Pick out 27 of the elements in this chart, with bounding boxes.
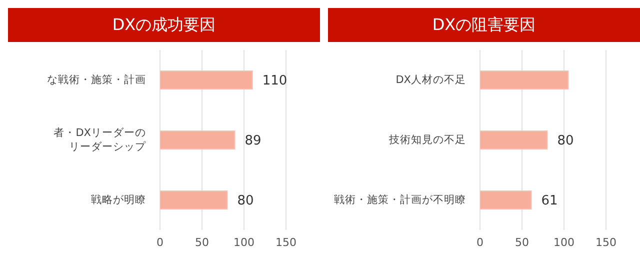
bar (480, 190, 532, 210)
data-label: 80 (237, 194, 254, 209)
bar (160, 130, 236, 150)
bar (160, 190, 228, 210)
y-tick-label: 戦略が明瞭 (91, 192, 146, 206)
bar (480, 70, 569, 90)
x-tick-label: 50 (515, 236, 529, 249)
x-tick-label: 100 (234, 236, 254, 249)
chart-title: DXの成功要因 (8, 8, 320, 42)
data-label: 110 (262, 74, 288, 89)
x-tick-label: 50 (195, 236, 209, 249)
y-tick-label: 戦術・施策・計画が不明瞭 (334, 192, 466, 206)
x-tick-label: 0 (476, 236, 484, 249)
y-tick-label: 者・DXリーダーのリーダーシップ (54, 126, 147, 153)
chart-title: DXの阻害要因 (328, 8, 640, 42)
data-label: 89 (244, 134, 262, 149)
x-tick-label: 100 (554, 236, 574, 249)
bar (480, 130, 548, 150)
x-tick-label: 150 (276, 236, 296, 249)
x-tick-label: 150 (596, 236, 616, 249)
data-label: 61 (541, 194, 558, 209)
y-tick-label: 技術知見の不足 (388, 134, 466, 146)
data-label: 80 (557, 134, 574, 149)
y-tick-label: DX人材の不足 (396, 72, 466, 86)
x-tick-label: 0 (156, 236, 164, 249)
y-tick-label: な戦術・施策・計画 (47, 72, 146, 86)
bar (160, 70, 253, 90)
